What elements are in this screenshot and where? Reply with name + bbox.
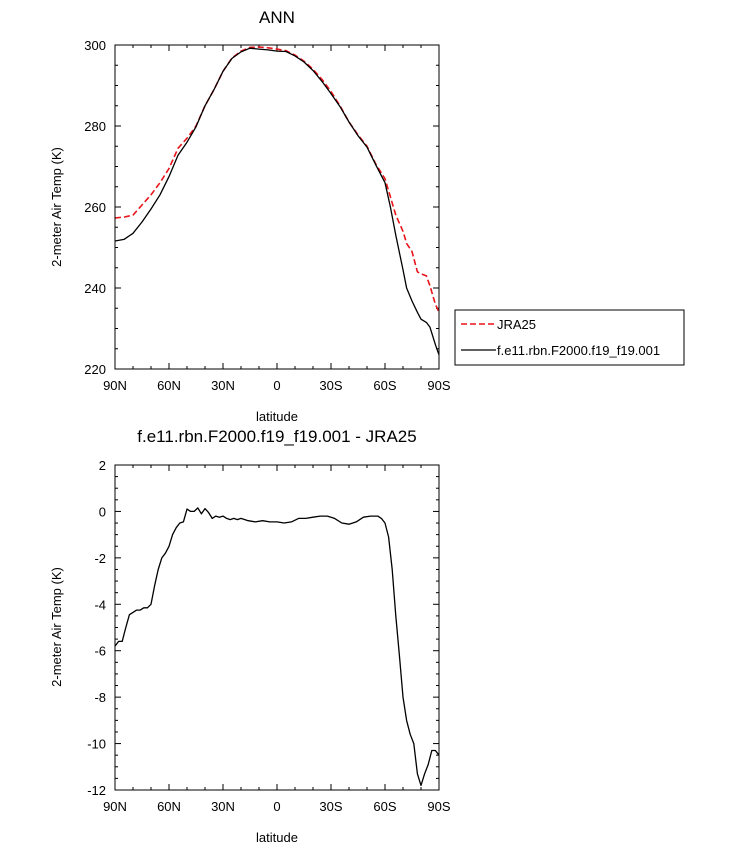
top-series [114, 46, 440, 356]
bottom-ticks [114, 464, 440, 791]
bottom-plot-frame [114, 464, 440, 791]
x-tick-label: 60N [157, 799, 181, 814]
x-tick-label: 30S [319, 799, 342, 814]
top-chart-title: ANN [259, 8, 295, 27]
x-tick-label: 0 [273, 378, 280, 393]
y-tick-label: 2 [99, 458, 106, 473]
legend-label-model: f.e11.rbn.F2000.f19_f19.001 [497, 343, 660, 358]
x-tick-label: 30S [319, 378, 342, 393]
top-legend: JRA25 f.e11.rbn.F2000.f19_f19.001 [454, 309, 685, 366]
y-tick-label: -10 [87, 737, 106, 752]
top-series-line-jra25 [114, 46, 440, 313]
top-x-axis-label: latitude [256, 409, 298, 424]
y-tick-label: 0 [99, 504, 106, 519]
bottom-panel: f.e11.rbn.F2000.f19_f19.001 - JRA25 90N 6… [49, 427, 451, 845]
bottom-y-axis-label: 2-meter Air Temp (K) [49, 567, 64, 687]
x-tick-label: 30N [211, 799, 235, 814]
y-tick-label: 260 [84, 200, 106, 215]
y-tick-label: 220 [84, 362, 106, 377]
y-tick-label: 300 [84, 38, 106, 53]
x-tick-label: 60N [157, 378, 181, 393]
legend-label-jra25: JRA25 [497, 317, 536, 332]
x-tick-label: 90S [427, 799, 450, 814]
x-tick-label: 0 [273, 799, 280, 814]
bottom-series [114, 507, 440, 787]
bottom-series-line-difference [114, 507, 440, 787]
top-y-axis-label: 2-meter Air Temp (K) [49, 147, 64, 267]
y-tick-label: 280 [84, 119, 106, 134]
y-tick-label: -12 [87, 783, 106, 798]
bottom-chart-title: f.e11.rbn.F2000.f19_f19.001 - JRA25 [137, 427, 416, 446]
y-tick-label: -6 [94, 644, 106, 659]
x-tick-label: 60S [373, 799, 396, 814]
bottom-tick-labels: 90N 60N 30N 0 30S 60S 90S -12 -10 -8 -6 -4 -2 0 2 [87, 458, 451, 814]
top-plot-frame [114, 44, 440, 370]
y-tick-label: -8 [94, 690, 106, 705]
top-tick-labels: 90N 60N 30N 0 30S 60S 90S 220 240 260 280 300 [84, 38, 451, 393]
x-tick-label: 90N [103, 799, 127, 814]
x-tick-label: 30N [211, 378, 235, 393]
x-tick-label: 90S [427, 378, 450, 393]
x-tick-label: 60S [373, 378, 396, 393]
y-tick-label: -4 [94, 597, 106, 612]
y-tick-label: 240 [84, 281, 106, 296]
top-panel: ANN 90N 60N 30N 0 30S 60S 90S 220 240 260 280 300 l… [49, 8, 451, 424]
x-tick-label: 90N [103, 378, 127, 393]
y-tick-label: -2 [94, 551, 106, 566]
legend-box [454, 309, 685, 366]
bottom-x-axis-label: latitude [256, 830, 298, 845]
top-series-line-f-e11-rbn-f2000-f19-f19-001 [114, 47, 440, 356]
